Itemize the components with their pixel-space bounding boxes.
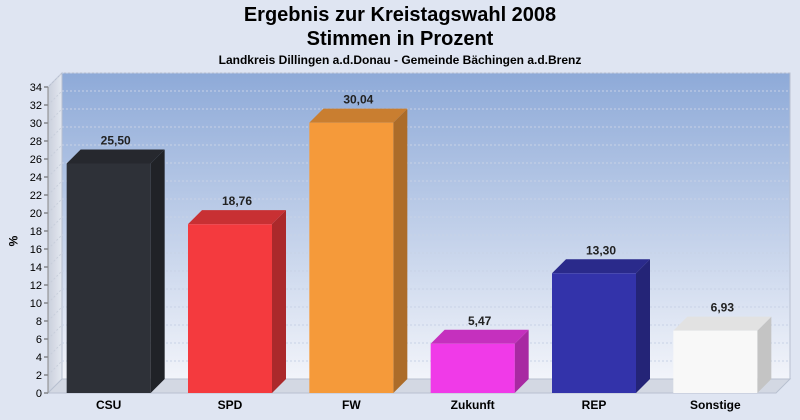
gridline-side xyxy=(47,144,63,160)
gridline-side xyxy=(47,360,63,376)
bar-side xyxy=(272,210,286,393)
y-tick-label: 0 xyxy=(36,388,42,400)
x-tick-label: REP xyxy=(582,398,607,412)
y-tick-label: 34 xyxy=(30,82,42,94)
gridline-side xyxy=(47,162,63,178)
gridline-side xyxy=(47,306,63,322)
gridline-side xyxy=(47,324,63,340)
y-tick-label: 10 xyxy=(30,298,42,310)
x-tick-label: Zukunft xyxy=(451,398,495,412)
bar-front xyxy=(66,163,151,393)
gridline-side xyxy=(47,342,63,358)
y-tick-label: 14 xyxy=(30,262,42,274)
bar-front xyxy=(188,224,272,393)
gridline-side xyxy=(47,180,63,196)
bar-side xyxy=(150,149,165,393)
gridline-side xyxy=(47,252,63,268)
y-tick-label: 8 xyxy=(36,316,42,328)
bar-side xyxy=(757,316,772,393)
gridline-side xyxy=(47,216,63,232)
bar-fw: 30,04 xyxy=(309,93,408,393)
x-tick-label: CSU xyxy=(96,398,121,412)
bar-spd: 18,76 xyxy=(188,194,286,393)
bar-side xyxy=(393,108,408,393)
chart-title: Ergebnis zur Kreistagswahl 2008 xyxy=(243,4,557,26)
gridline-side xyxy=(47,126,63,142)
bar-sonstige: 6,93 xyxy=(673,301,772,393)
bar-top xyxy=(188,210,286,225)
bar-front xyxy=(673,330,758,393)
y-tick-label: 4 xyxy=(36,352,42,364)
y-tick-label: 22 xyxy=(30,190,42,202)
y-tick-label: 26 xyxy=(30,154,42,166)
bar-front xyxy=(552,273,636,393)
bar-value-label: 6,93 xyxy=(711,301,735,315)
bar-value-label: 25,50 xyxy=(101,134,131,148)
bar-rep: 13,30 xyxy=(552,243,650,393)
y-tick-label: 28 xyxy=(30,136,42,148)
gridline-side xyxy=(47,90,63,106)
bar-side xyxy=(514,329,529,393)
chart-title-line2: Stimmen in Prozent xyxy=(306,28,494,50)
bar-top xyxy=(673,316,772,331)
gridline-side xyxy=(47,234,63,250)
bar-front xyxy=(309,122,394,393)
bar-top xyxy=(309,108,408,123)
x-tick-label: Sonstige xyxy=(690,398,741,412)
bar-zukunft: 5,47 xyxy=(430,314,529,393)
gridline-side xyxy=(47,72,63,88)
y-tick-label: 6 xyxy=(36,334,42,346)
gridline-side xyxy=(47,270,63,286)
bar-value-label: 13,30 xyxy=(586,243,616,257)
bar-csu: 25,50 xyxy=(66,134,165,393)
gridline-side xyxy=(47,288,63,304)
x-tick-label: FW xyxy=(342,398,361,412)
y-tick-label: 32 xyxy=(30,100,42,112)
y-tick-label: 16 xyxy=(30,244,42,256)
gridline-side xyxy=(47,108,63,124)
chart-subtitle: Landkreis Dillingen a.d.Donau - Gemeinde… xyxy=(218,53,582,67)
bar-value-label: 18,76 xyxy=(222,194,252,208)
bar-front xyxy=(430,343,515,393)
bar-side xyxy=(636,259,650,393)
y-tick-label: 24 xyxy=(30,172,42,184)
x-tick-label: SPD xyxy=(218,398,243,412)
bar-value-label: 30,04 xyxy=(343,93,373,107)
y-tick-label: 12 xyxy=(30,280,42,292)
bar-top xyxy=(430,329,529,344)
y-tick-label: 30 xyxy=(30,118,42,130)
y-tick-label: 20 xyxy=(30,208,42,220)
bar-top xyxy=(66,149,165,164)
y-tick-label: 18 xyxy=(30,226,42,238)
bar-value-label: 5,47 xyxy=(468,314,492,328)
y-tick-label: 2 xyxy=(36,370,42,382)
bar-top xyxy=(552,259,650,274)
gridline-side xyxy=(47,198,63,214)
